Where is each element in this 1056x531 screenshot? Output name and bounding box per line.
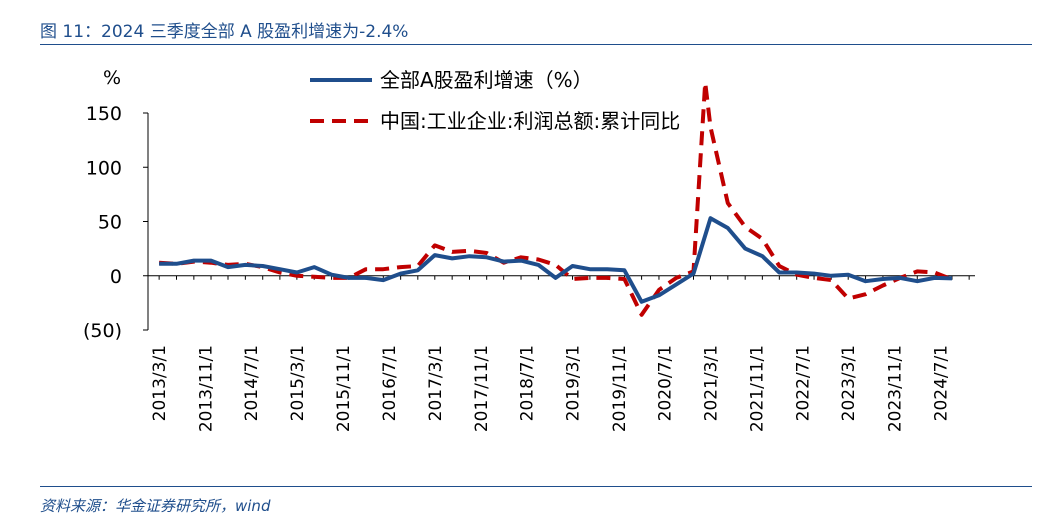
source-note: 资料来源：华金证券研究所，wind (40, 497, 271, 515)
x-tick-label: 2017/3/1 (426, 345, 446, 421)
x-tick-label: 2022/7/1 (793, 345, 813, 421)
x-tick-label: 2013/11/1 (196, 345, 216, 432)
y-tick-label: 50 (98, 212, 122, 234)
series-a-line (159, 216, 953, 304)
x-tick-label: 2018/7/1 (518, 345, 538, 421)
legend: 全部A股盈利增速（%） 中国:工业企业:利润总额:累计同比 (310, 68, 680, 133)
y-axis: 150 100 50 0 (50) (83, 103, 149, 342)
legend-label-series-b: 中国:工业企业:利润总额:累计同比 (380, 109, 680, 133)
x-tick-label: 2016/7/1 (380, 345, 400, 421)
x-axis: 2013/3/1 2013/11/1 2014/7/1 2015/3/1 2015/11… (148, 275, 975, 432)
x-tick-label: 2020/7/1 (656, 345, 676, 421)
x-tick-label: 2021/11/1 (748, 345, 768, 432)
y-tick-label: 150 (86, 103, 122, 125)
x-tick-label: 2023/11/1 (885, 345, 905, 432)
footer-rule (40, 486, 1032, 487)
x-tick-label: 2019/11/1 (610, 345, 630, 432)
series-layer (158, 80, 953, 317)
header-rule (40, 44, 1032, 45)
x-tick-label: 2019/3/1 (564, 345, 584, 421)
x-tick-label: 2015/3/1 (288, 345, 308, 421)
figure-title: 图 11：2024 三季度全部 A 股盈利增速为-2.4% (40, 22, 409, 42)
x-tick-label: 2013/3/1 (150, 345, 170, 421)
x-tick-label: 2014/7/1 (242, 345, 262, 421)
y-tick-label: 100 (86, 157, 122, 179)
x-tick-label: 2021/3/1 (701, 345, 721, 421)
y-tick-label: 0 (110, 266, 122, 288)
legend-label-series-a: 全部A股盈利增速（%） (380, 68, 593, 92)
x-tick-label: 2015/11/1 (334, 345, 354, 432)
x-tick-label: 2024/7/1 (931, 345, 951, 421)
x-tick-label: 2017/11/1 (472, 345, 492, 432)
x-tick-label: 2023/3/1 (839, 345, 859, 421)
y-tick-label: (50) (83, 320, 122, 342)
y-axis-unit-label: % (103, 67, 121, 89)
